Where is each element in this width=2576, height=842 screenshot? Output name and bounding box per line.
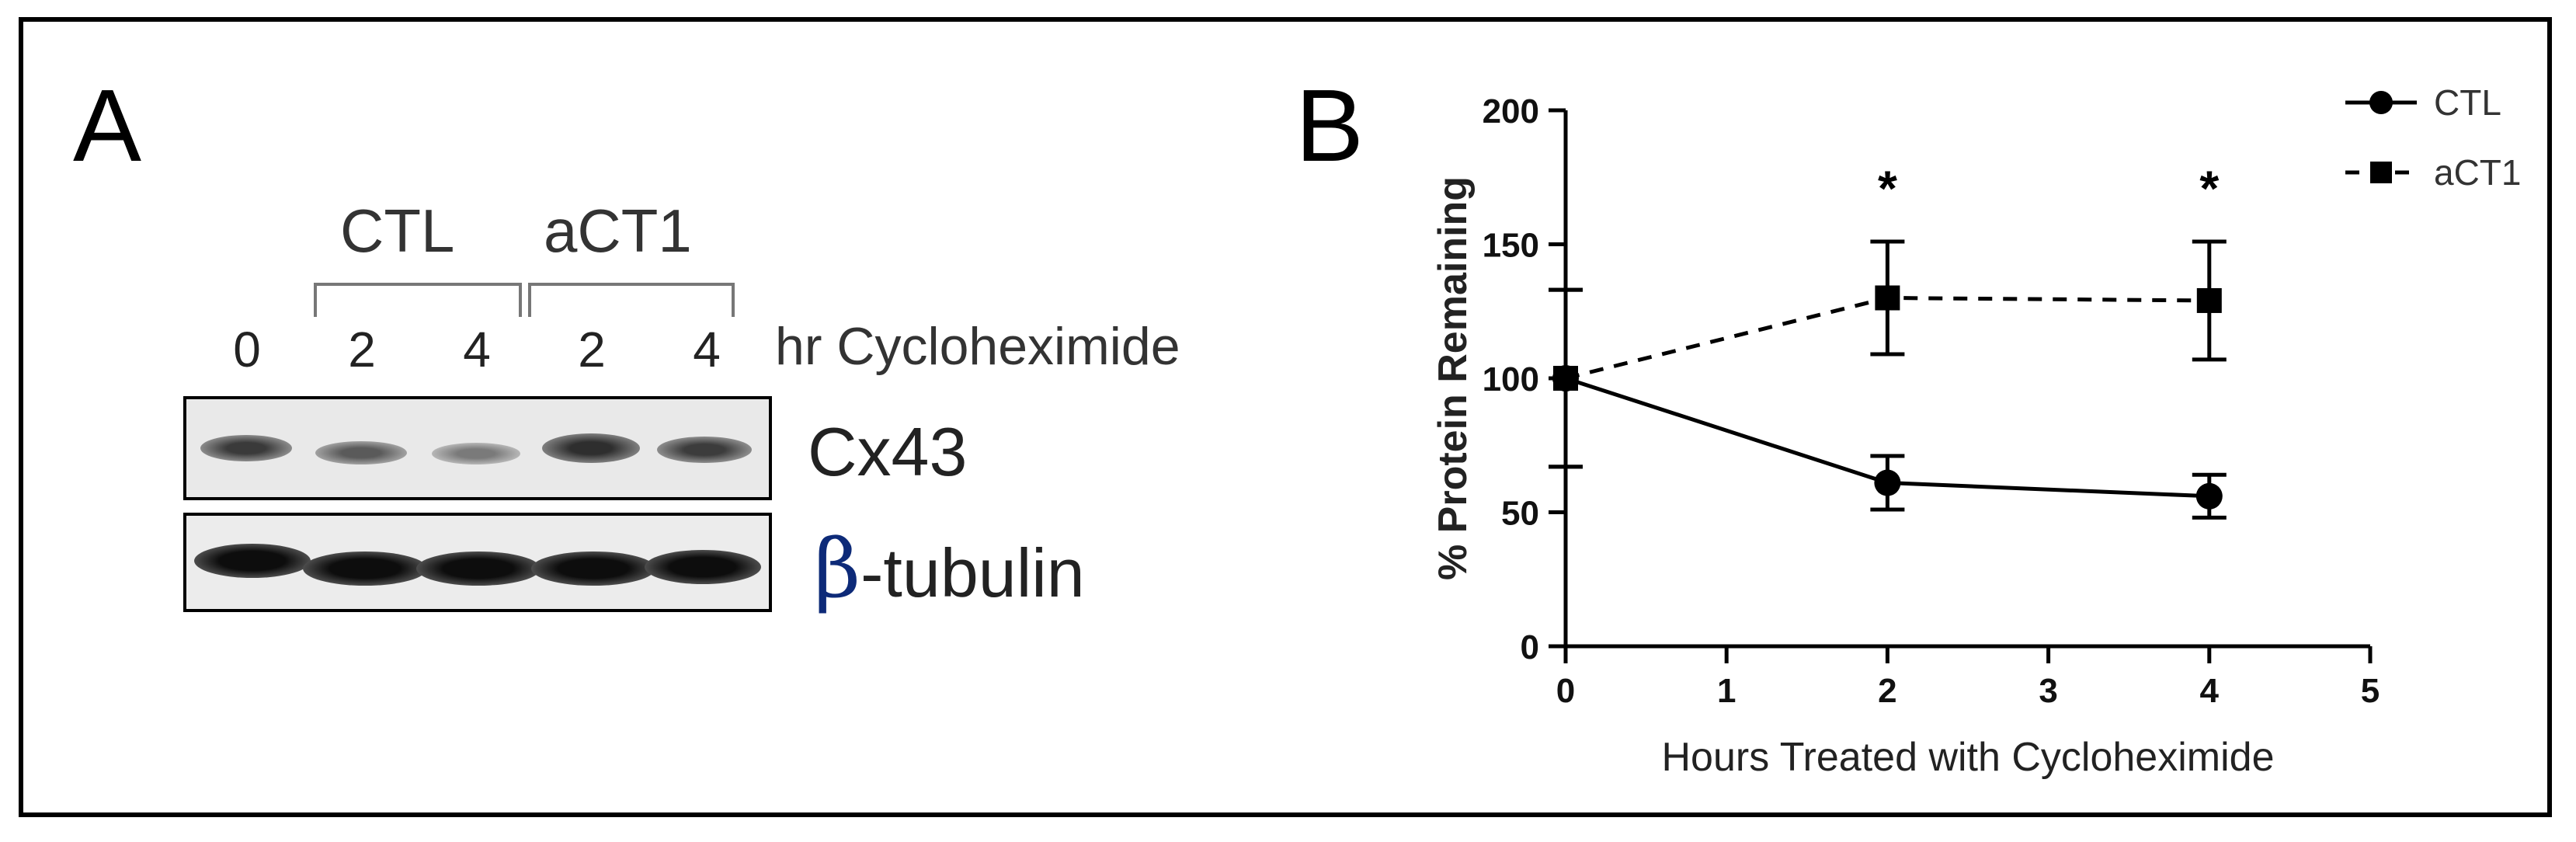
x-tick-label: 1 (1717, 672, 1736, 710)
ctl-bracket (314, 283, 522, 317)
lane-label-0: 0 (233, 322, 261, 378)
legend-marker-CTL (2369, 91, 2393, 114)
y-tick-label: 150 (1483, 227, 1539, 265)
cx43-label: Cx43 (808, 413, 968, 490)
beta-symbol: β (814, 521, 861, 616)
significance-marker: * (1878, 160, 1897, 216)
group-label-ctl: CTL (340, 197, 455, 265)
data-point-aCT1 (1553, 366, 1578, 391)
legend-label-CTL: CTL (2434, 82, 2501, 123)
y-tick-label: 200 (1483, 92, 1539, 130)
lane-label-2: 4 (463, 322, 491, 378)
data-point-CTL (2195, 482, 2223, 510)
beta-tubulin-label: β-tubulin (814, 521, 1085, 616)
chart-series (1549, 239, 2227, 520)
tubulin-band (416, 551, 541, 586)
y-tick-label: 50 (1501, 495, 1539, 533)
y-axis-label: % Protein Remaining (1431, 176, 1476, 580)
x-tick-label: 0 (1556, 672, 1575, 710)
beta-tubulin-blot (183, 513, 772, 612)
tubulin-band (303, 551, 427, 586)
x-tick-label: 5 (2361, 672, 2380, 710)
cx43-band (200, 435, 292, 461)
chart-annotations: * * (1878, 160, 2219, 216)
data-point-aCT1 (1875, 285, 1900, 311)
lane-label-4: 4 (693, 322, 721, 378)
data-point-aCT1 (2196, 287, 2222, 313)
tubulin-band (645, 550, 761, 584)
figure-border (19, 17, 2552, 817)
y-tick-label: 0 (1521, 628, 1539, 666)
act1-bracket (528, 283, 735, 317)
panel-a-letter: A (73, 68, 142, 183)
chart-legend: CTL aCT1 (2345, 82, 2521, 193)
panel-b-letter: B (1295, 68, 1364, 183)
y-tick-label: 100 (1483, 360, 1539, 398)
tubulin-band (531, 551, 655, 586)
group-label-act1: aCT1 (544, 197, 692, 265)
x-tick-label: 2 (1878, 672, 1896, 710)
x-axis-label: Hours Treated with Cycloheximide (1662, 735, 2275, 780)
data-point-CTL (1874, 469, 1901, 496)
x-tick-label: 3 (2039, 672, 2057, 710)
lane-caption: hr Cycloheximide (775, 317, 1180, 376)
cx43-band (432, 443, 520, 464)
cx43-band (315, 441, 407, 464)
significance-marker: * (2199, 160, 2219, 216)
lane-label-3: 2 (578, 322, 606, 378)
legend-label-aCT1: aCT1 (2434, 152, 2521, 193)
chart-axes: 0 50 100 150 200 0 1 2 3 4 5 (1483, 92, 2380, 710)
lane-label-1: 2 (348, 322, 376, 378)
legend-marker-aCT1 (2370, 162, 2392, 183)
cx43-band (657, 437, 752, 463)
x-tick-label: 4 (2200, 672, 2220, 710)
tubulin-band (194, 544, 311, 578)
cx43-blot (183, 396, 772, 500)
cx43-band (542, 433, 640, 463)
